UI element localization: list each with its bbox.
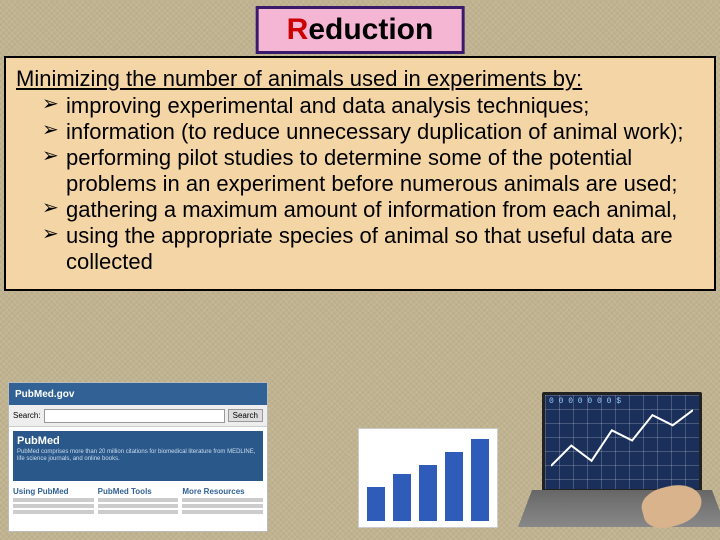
title-box: Reduction [256,6,465,54]
content-box: Minimizing the number of animals used in… [4,56,716,291]
bullet-list: improving experimental and data analysis… [16,93,704,275]
pubmed-hero-sub: PubMed comprises more than 20 million ci… [17,449,259,463]
bar [419,465,437,521]
pubmed-col-title: PubMed Tools [98,487,179,496]
pubmed-hero: PubMed PubMed comprises more than 20 mil… [13,431,263,481]
pubmed-columns: Using PubMed PubMed Tools More Resources [9,485,267,518]
bullet-item: information (to reduce unnecessary dupli… [42,119,704,145]
pubmed-col-title: More Resources [182,487,263,496]
pubmed-hero-title: PubMed [17,435,259,447]
bar [445,452,463,521]
laptop-line-chart [551,405,693,476]
bar [471,439,489,521]
pubmed-col: Using PubMed [13,487,94,516]
laptop-screen: 0 0 0 0 0 0 0 $ [542,392,702,492]
bullet-item: using the appropriate species of animal … [42,223,704,275]
bullet-item: improving experimental and data analysis… [42,93,704,119]
pubmed-screenshot: PubMed.gov Search: Search PubMed PubMed … [8,382,268,532]
laptop-digits: 0 0 0 0 0 0 0 $ [549,397,621,406]
bar [367,487,385,521]
search-label: Search: [13,411,41,420]
title-first-letter: R [287,13,309,46]
pubmed-search-button: Search [228,409,263,422]
pubmed-col: PubMed Tools [98,487,179,516]
lead-text: Minimizing the number of animals used in… [16,66,704,91]
pubmed-logo: PubMed.gov [15,389,74,400]
pubmed-searchbar: Search: Search [9,405,267,427]
bullet-item: gathering a maximum amount of informatio… [42,197,704,223]
pubmed-col: More Resources [182,487,263,516]
bullet-item: performing pilot studies to determine so… [42,145,704,197]
title-rest: eduction [308,13,433,46]
pubmed-topbar: PubMed.gov [9,383,267,405]
image-row: PubMed.gov Search: Search PubMed PubMed … [8,382,712,532]
pubmed-search-input [44,409,225,423]
pubmed-col-title: Using PubMed [13,487,94,496]
bar [393,474,411,521]
laptop-image: 0 0 0 0 0 0 0 $ [532,392,712,532]
bar-chart [358,428,498,528]
